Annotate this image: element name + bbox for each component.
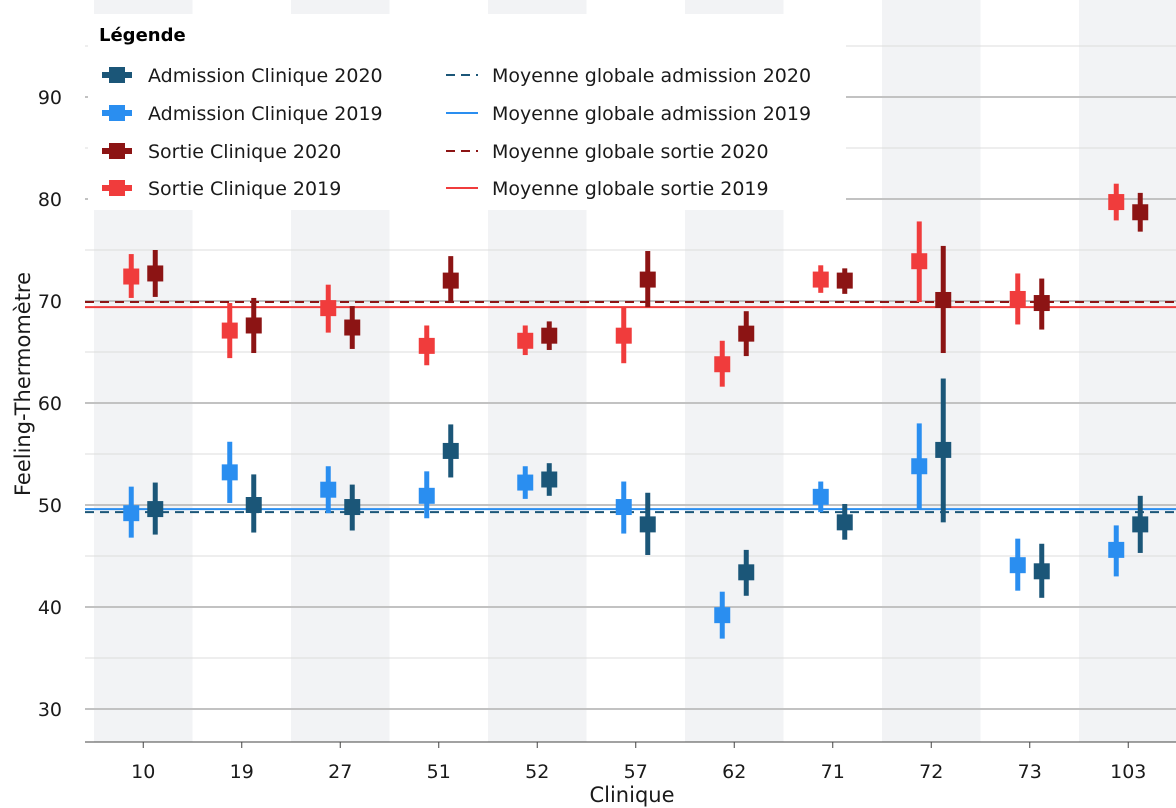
y-tick-label: 50 (38, 495, 62, 517)
x-tick-label: 73 (1018, 761, 1042, 783)
legend-label: Admission Clinique 2019 (148, 103, 383, 125)
point-marker (1033, 295, 1050, 312)
y-tick-label: 70 (38, 291, 62, 313)
x-tick-label: 51 (427, 761, 451, 783)
legend-swatch-marker (109, 180, 125, 196)
point-marker (1132, 516, 1149, 533)
legend-label: Sortie Clinique 2020 (148, 141, 341, 163)
y-tick-label: 40 (38, 597, 62, 619)
point-marker (1108, 194, 1125, 211)
point-marker (221, 322, 238, 339)
legend: Légende Admission Clinique 2020 Admission … (88, 14, 846, 210)
point-marker (344, 499, 361, 516)
point-marker (615, 499, 632, 516)
legend-label: Admission Clinique 2020 (148, 65, 383, 87)
point-marker (541, 327, 558, 344)
legend-label: Moyenne globale sortie 2020 (492, 141, 769, 163)
legend-swatch-marker (109, 67, 125, 83)
y-tick-label: 30 (38, 699, 62, 721)
point-marker (738, 564, 755, 581)
x-tick-label: 71 (821, 761, 845, 783)
legend-swatch-marker (109, 105, 125, 121)
point-marker (1033, 563, 1050, 580)
point-marker (714, 356, 731, 373)
point-marker (418, 337, 435, 354)
x-axis-title: Clinique (589, 783, 674, 807)
point-marker (147, 265, 164, 282)
point-marker (714, 607, 731, 624)
point-marker (418, 487, 435, 504)
point-marker (541, 471, 558, 488)
x-tick-label: 19 (230, 761, 254, 783)
point-marker (1009, 290, 1026, 307)
point-marker (911, 458, 928, 475)
legend-label: Moyenne globale admission 2020 (492, 65, 811, 87)
x-tick-label: 10 (131, 761, 155, 783)
point-marker (615, 327, 632, 344)
point-marker (935, 441, 952, 458)
legend-label: Moyenne globale admission 2019 (492, 103, 811, 125)
point-marker (442, 442, 459, 459)
point-marker (344, 319, 361, 336)
point-marker (517, 474, 534, 491)
x-tick-label: 27 (328, 761, 352, 783)
point-marker (1132, 204, 1149, 221)
y-axis-title: Feeling-Thermomètre (11, 272, 35, 496)
point-marker (147, 501, 164, 518)
category-band (882, 0, 981, 742)
point-marker (123, 268, 140, 285)
point-marker (517, 332, 534, 349)
point-marker (639, 271, 656, 288)
point-marker (1108, 541, 1125, 558)
point-marker (221, 464, 238, 481)
y-tick-label: 80 (38, 189, 62, 211)
y-tick-label: 90 (38, 87, 62, 109)
x-tick-label: 62 (722, 761, 746, 783)
category-band (1079, 0, 1176, 742)
point-marker (911, 253, 928, 270)
point-marker (320, 300, 337, 317)
point-marker (639, 516, 656, 533)
point-marker (1009, 557, 1026, 574)
legend-title: Légende (99, 25, 186, 46)
point-marker (245, 317, 262, 334)
point-marker (123, 505, 140, 522)
x-tick-label: 103 (1110, 761, 1146, 783)
x-tick-label: 52 (525, 761, 549, 783)
axes: 30 40 50 60 70 80 90 10 19 27 51 52 57 62 71 72 73 103 (38, 87, 1176, 783)
data-marks (123, 183, 1149, 639)
point-marker (836, 514, 853, 531)
x-tick-label: 57 (624, 761, 648, 783)
point-marker (836, 272, 853, 289)
y-tick-label: 60 (38, 393, 62, 415)
point-marker (812, 271, 829, 288)
point-marker (245, 497, 262, 513)
x-tick-label: 72 (919, 761, 943, 783)
legend-swatch-marker (109, 143, 125, 159)
legend-label: Moyenne globale sortie 2019 (492, 178, 769, 200)
point-marker (442, 272, 459, 289)
legend-label: Sortie Clinique 2019 (148, 178, 341, 200)
point-marker (812, 488, 829, 505)
point-marker (935, 291, 952, 308)
point-marker (320, 481, 337, 498)
point-marker (738, 325, 755, 342)
